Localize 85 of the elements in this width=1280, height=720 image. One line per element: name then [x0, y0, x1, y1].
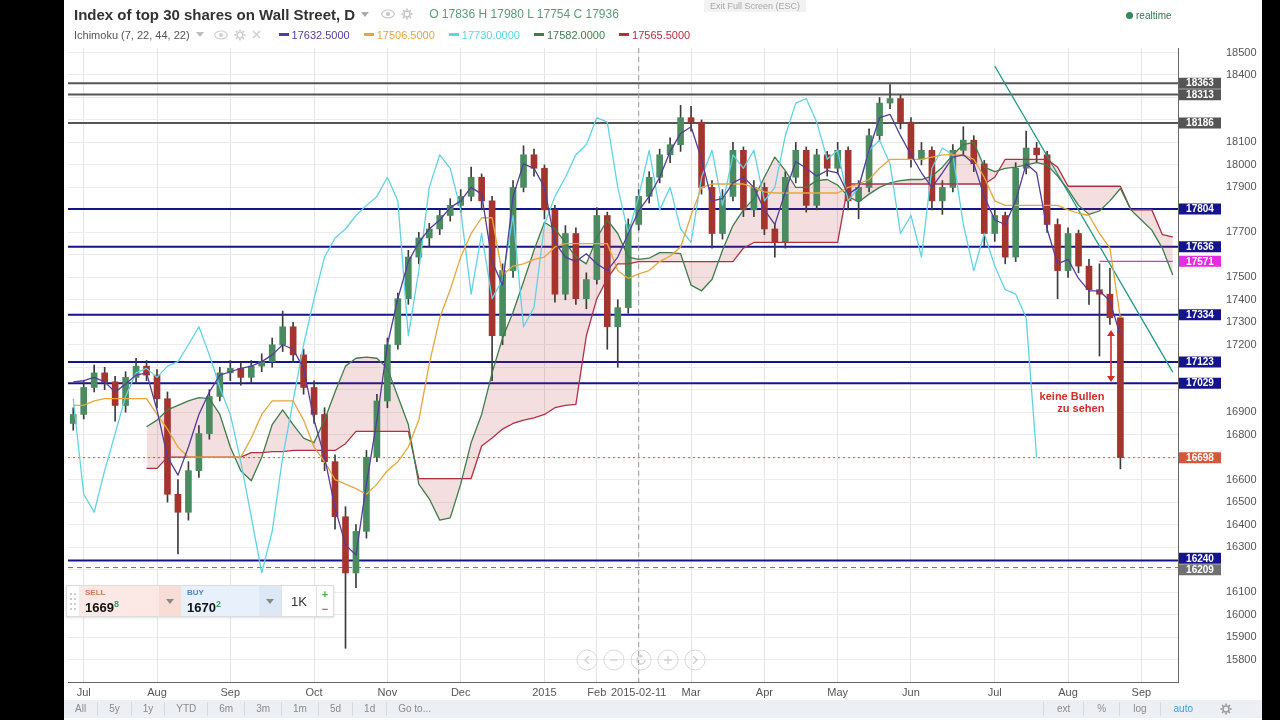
- annotation: keine Bullen zu sehen: [1039, 390, 1105, 415]
- text: 1y: [131, 702, 166, 716]
- text: Exit Full Screen (ESC): [704, 0, 807, 12]
- annotation: 1670$^{2}$: [187, 598, 222, 616]
- buy-button: BUY 1670$^{2}$: [181, 586, 259, 616]
- x-tick-label: Apr: [755, 685, 774, 698]
- y-tick-label: 16000: [1226, 607, 1257, 620]
- text: %: [1083, 702, 1120, 716]
- ref-line-label: 18363: [1186, 77, 1215, 89]
- y-tick-label: 16900: [1226, 405, 1257, 418]
- y-tick-label: 16600: [1226, 472, 1257, 485]
- ref-line-label: 18313: [1186, 88, 1215, 100]
- x-tick-label: 2015: [532, 685, 557, 698]
- text: 1m: [282, 702, 319, 716]
- ref-line-label: 16240: [1186, 552, 1215, 564]
- text: Go to...: [397, 702, 432, 716]
- x-tick-label: Aug: [1058, 685, 1078, 698]
- y-tick-label: 17300: [1226, 315, 1257, 328]
- data-label: 17571: [1186, 255, 1215, 267]
- legend-label: 17632.5000: [291, 28, 350, 41]
- annotation: 1K: [291, 593, 307, 609]
- x-tick-label: Feb: [587, 685, 607, 698]
- y-tick-label: 17700: [1226, 225, 1257, 238]
- y-tick-label: 15900: [1226, 630, 1257, 643]
- x-tick-label: Jul: [987, 685, 1002, 698]
- y-tick-label: 16500: [1226, 495, 1257, 508]
- ref-line-label: 17123: [1186, 356, 1215, 368]
- x-tick-label: Nov: [377, 685, 398, 698]
- y-tick-label: 16300: [1226, 540, 1257, 553]
- ref-line-label: 17029: [1186, 377, 1215, 389]
- text: auto: [1159, 702, 1206, 716]
- y-tick-label: 17200: [1226, 337, 1257, 350]
- legend-title: Ichimoku (7, 22, 44, 22): [74, 28, 190, 41]
- chart-title: Index of top 30 shares on Wall Street, D: [74, 5, 356, 23]
- sell-button: SELL 1669$^{8}$: [79, 586, 159, 616]
- y-tick-label: 18000: [1226, 157, 1257, 170]
- text: 6m: [208, 702, 246, 716]
- legend-label: 17730.0000: [461, 28, 520, 41]
- ref-line-label: 16209: [1186, 564, 1215, 576]
- text: All: [64, 702, 99, 716]
- ref-line-label: 17804: [1186, 203, 1215, 215]
- text: 5d: [318, 702, 354, 716]
- y-tick-label: 16400: [1226, 517, 1257, 530]
- y-tick-label: 17500: [1226, 270, 1257, 283]
- x-tick-label: Aug: [147, 685, 167, 698]
- y-tick-label: 15800: [1226, 652, 1257, 665]
- x-tick-label: Sep: [1131, 685, 1152, 698]
- y-tick-label: 16800: [1226, 427, 1257, 440]
- annotation: 1669$^{8}$: [85, 598, 120, 616]
- x-tick-label: May: [827, 685, 849, 698]
- x-tick-label: Oct: [305, 685, 323, 698]
- x-tick-label: Jul: [76, 685, 91, 698]
- legend-label: 17506.5000: [376, 28, 435, 41]
- annotation: BUY: [187, 588, 205, 597]
- y-tick-label: 18100: [1226, 135, 1257, 148]
- y-tick-label: 18400: [1226, 68, 1257, 81]
- text: log: [1119, 702, 1160, 716]
- ref-line-label: 17636: [1186, 240, 1215, 252]
- annotation: +: [321, 587, 329, 600]
- text: 3m: [245, 702, 283, 716]
- candlestick: [174, 479, 182, 555]
- quantity-field: 1K: [281, 586, 316, 616]
- ref-line-label: 16698: [1186, 451, 1215, 463]
- y-tick-label: 17400: [1226, 292, 1257, 305]
- y-tick-label: 16100: [1226, 585, 1257, 598]
- ref-line-label: 18186: [1186, 117, 1215, 129]
- annotation: −: [321, 602, 329, 615]
- x-tick-label: Dec: [450, 685, 471, 698]
- text: realtime: [1136, 10, 1172, 21]
- quantity-stepper: + −: [316, 586, 333, 616]
- annotation: SELL: [85, 588, 107, 597]
- x-tick-label: Mar: [681, 685, 701, 698]
- x-tick-label: Jun: [902, 685, 920, 698]
- ref-line-label: 17334: [1186, 308, 1215, 320]
- text: ext: [1042, 702, 1084, 716]
- text: 1d: [353, 702, 388, 716]
- x-tick-label: 2015-02-11: [610, 685, 667, 698]
- x-tick-label: Sep: [220, 685, 241, 698]
- text: 5y: [98, 702, 132, 716]
- text: YTD: [165, 702, 209, 716]
- text: O 17836 H 17980 L 17754 C 17936: [429, 7, 619, 21]
- legend-label: 17582.0000: [546, 28, 606, 41]
- y-tick-label: 17900: [1226, 180, 1257, 193]
- legend-label: 17565.5000: [632, 28, 691, 41]
- y-tick-label: 18500: [1226, 45, 1257, 58]
